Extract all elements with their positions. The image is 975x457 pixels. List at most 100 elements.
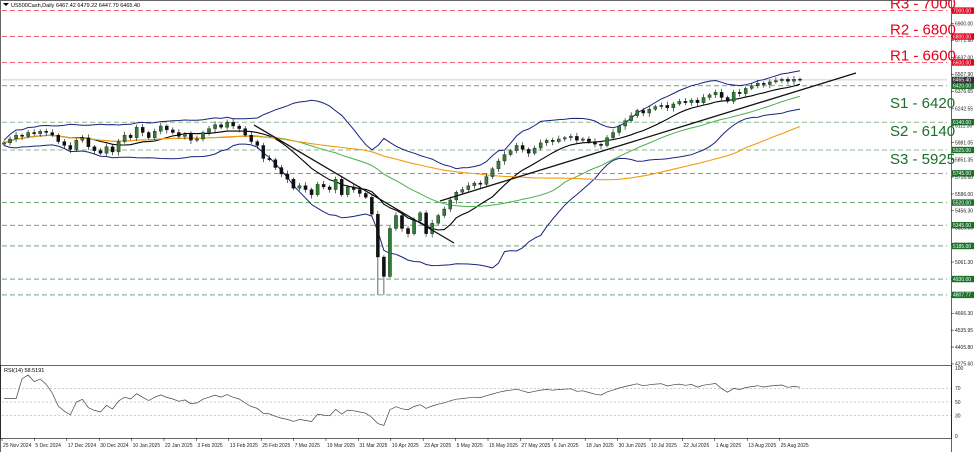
x-tick-label: 5 Dec 2024: [35, 443, 61, 449]
level-tag-bg: [952, 291, 974, 299]
candle-body: [231, 121, 235, 127]
x-tick-label: 10 Apr 2025: [392, 443, 419, 449]
candle-body: [472, 182, 477, 186]
level-tag-text: 5345.00: [953, 223, 971, 229]
x-tick-label: 25 Nov 2024: [3, 443, 32, 449]
candle-body: [683, 101, 688, 103]
candle-body: [430, 223, 434, 234]
candle-body: [424, 212, 428, 234]
candle-body: [514, 145, 519, 151]
x-tick-label: 25 Feb 2025: [262, 443, 290, 449]
candle-body: [243, 128, 247, 136]
candle-body: [159, 125, 163, 132]
price-tick-label: 4275.60: [955, 362, 973, 368]
candle-body: [743, 88, 748, 94]
symbol-label: US500Cash,Daily: [11, 3, 55, 9]
x-tick-label: 23 Apr 2025: [424, 443, 451, 449]
candle-body: [406, 228, 410, 234]
bollinger-lower: [3, 108, 801, 269]
candle-body: [780, 79, 784, 81]
x-tick-label: 31 Mar 2025: [359, 443, 387, 449]
support-label: S3 - 5925: [890, 151, 955, 168]
level-tag-text: 5185.00: [953, 244, 971, 250]
candle-body: [460, 189, 465, 193]
candle-body: [225, 121, 229, 128]
resistance-tag-bg: [952, 59, 974, 66]
x-tick-label: 10 Jul 2025: [651, 443, 677, 449]
level-tag: 5185.00: [952, 242, 974, 250]
candle-body: [285, 173, 290, 180]
candle-body: [478, 182, 483, 185]
candle-body: [695, 99, 700, 103]
candle-body: [303, 185, 308, 190]
indicator-panel-frame: [0, 365, 952, 439]
candle-body: [532, 147, 537, 154]
candle-body: [86, 137, 91, 147]
price-tick-label: 6507.90: [955, 72, 973, 78]
candle-body: [364, 193, 368, 198]
candle-body: [146, 132, 151, 138]
candle-body: [116, 141, 121, 153]
candle-body: [309, 189, 314, 195]
candle-body: [249, 134, 253, 142]
x-tick-label: 22 Jul 2025: [683, 443, 709, 449]
candle-body: [629, 115, 633, 121]
level-tag: 5345.00: [952, 222, 974, 229]
candle-body: [165, 125, 169, 131]
candle-body: [502, 154, 507, 162]
candle-body: [110, 146, 115, 153]
candle-body: [737, 92, 742, 94]
price-tick-label: 4535.95: [955, 328, 973, 334]
candle-body: [321, 184, 326, 188]
candle-body: [376, 214, 380, 258]
price-tick-label: 4666.30: [955, 311, 973, 317]
level-tag-text: 4807.77: [953, 293, 971, 299]
candle-body: [659, 105, 664, 107]
price-tick-label: 5456.30: [955, 209, 973, 215]
rsi-tick-label: 70: [955, 386, 961, 392]
support-tag-bg: [952, 82, 974, 90]
level-tag-bg: [952, 170, 974, 177]
support-tag: 6420.00: [952, 82, 974, 90]
candle-body: [388, 228, 392, 277]
candle-body: [605, 137, 609, 146]
candle-body: [750, 85, 754, 89]
candle-body: [792, 79, 796, 82]
candle-body: [623, 120, 627, 127]
candle-body: [689, 99, 694, 103]
resistance-tag-text: 6800.00: [953, 34, 971, 40]
candle-body: [731, 92, 736, 102]
candle-body: [448, 199, 452, 210]
candle-body: [297, 185, 302, 189]
candle-body: [189, 133, 193, 141]
resistance-tag-bg: [952, 7, 974, 14]
resistance-label: R2 - 6800: [890, 22, 956, 39]
last-price-tag-text: 6465.40: [953, 78, 971, 84]
candle-body: [725, 97, 730, 102]
level-tag-bg: [952, 222, 974, 229]
candle-body: [38, 131, 42, 134]
candle-body: [267, 158, 272, 160]
candle-body: [122, 134, 127, 142]
resistance-tag: 6800.00: [952, 33, 974, 40]
rsi-line: [4, 374, 801, 426]
candle-body: [327, 186, 332, 190]
x-tick-label: 30 Dec 2024: [100, 443, 129, 449]
last-price-tag: 6465.40: [952, 76, 974, 84]
x-tick-label: 15 May 2025: [489, 443, 518, 449]
candle-body: [496, 160, 501, 169]
price-tick-label: 5851.35: [955, 157, 973, 163]
candle-body: [412, 220, 416, 234]
candle-body: [74, 140, 79, 150]
price-tick-label: 5586.00: [955, 192, 973, 198]
candle-body: [44, 131, 48, 133]
candle-body: [177, 132, 181, 137]
uptrend-line: [439, 72, 857, 202]
candle-body: [538, 142, 543, 149]
candle-body: [128, 134, 133, 138]
candle-body: [134, 127, 139, 138]
collapse-arrow-icon[interactable]: [3, 3, 9, 6]
candle-body: [707, 94, 712, 98]
x-tick-label: 19 Mar 2025: [327, 443, 355, 449]
